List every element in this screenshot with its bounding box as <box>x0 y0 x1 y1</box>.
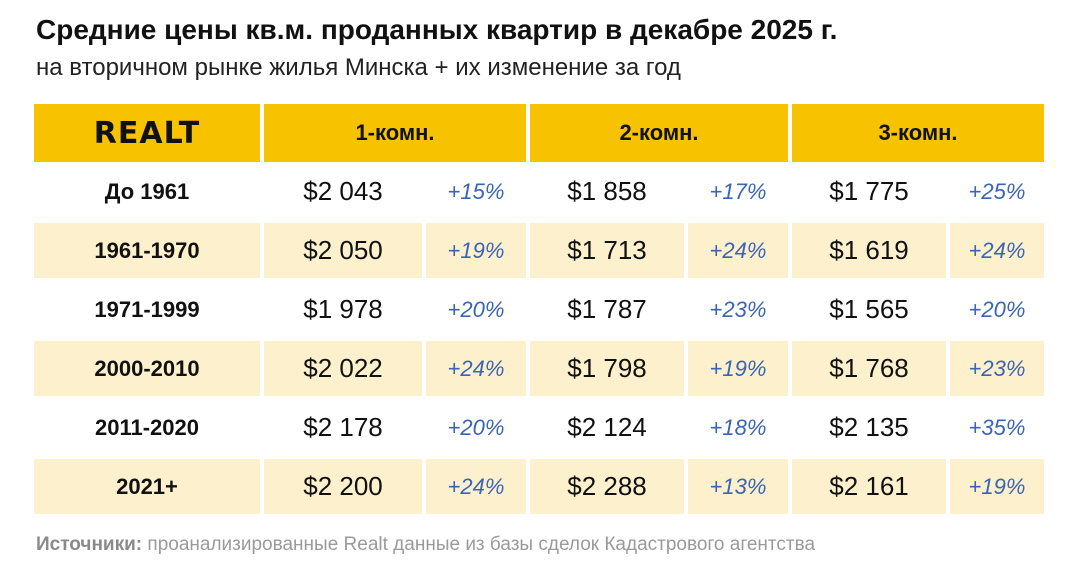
period-label: 1971-1999 <box>94 296 200 322</box>
price-value: $2 022 <box>264 341 422 396</box>
change-value: +17% <box>709 178 767 204</box>
price-value: $2 050 <box>264 223 422 278</box>
table-row: 2021+ $2 200 +24% $2 288 +13% $2 161 +19% <box>34 457 1044 516</box>
source-note: Источники: проанализированные Realt данн… <box>36 534 815 556</box>
change-value: +15% <box>447 178 505 204</box>
table-row: 2000-2010 $2 022 +24% $1 798 +19% $1 768 +23% <box>34 339 1044 398</box>
change-value: +20% <box>968 296 1026 322</box>
change-value: +20% <box>447 414 505 440</box>
price-value: $1 713 <box>530 223 684 278</box>
change-value: +19% <box>950 459 1044 514</box>
change-value: +18% <box>709 414 767 440</box>
table-row: До 1961 $2 043 +15% $1 858 +17% $1 775 +25% <box>34 162 1044 221</box>
change-value: +23% <box>950 341 1044 396</box>
table-row: 1971-1999 $1 978 +20% $1 787 +23% $1 565 +20% <box>34 280 1044 339</box>
price-value: $1 858 <box>567 176 647 206</box>
period-label: 2021+ <box>34 459 260 514</box>
price-value: $2 124 <box>567 412 647 442</box>
change-value: +24% <box>950 223 1044 278</box>
column-header: 2-комн. <box>530 104 788 162</box>
change-value: +24% <box>426 459 526 514</box>
table-row: 1961-1970 $2 050 +19% $1 713 +24% $1 619 +24% <box>34 221 1044 280</box>
change-value: +13% <box>688 459 788 514</box>
column-header: 3-комн. <box>792 104 1044 162</box>
change-value: +20% <box>447 296 505 322</box>
price-value: $2 200 <box>264 459 422 514</box>
source-label: Источники: <box>36 534 143 555</box>
change-value: +35% <box>968 414 1026 440</box>
price-value: $1 619 <box>792 223 946 278</box>
period-label: 2011-2020 <box>95 414 199 440</box>
change-value: +24% <box>426 341 526 396</box>
price-value: $1 565 <box>829 294 909 324</box>
price-value: $2 161 <box>792 459 946 514</box>
price-value: $2 135 <box>829 412 909 442</box>
source-text: проанализированные Realt данные из базы … <box>142 534 816 555</box>
price-value: $1 787 <box>567 294 647 324</box>
column-header: 1-комн. <box>264 104 526 162</box>
price-value: $2 178 <box>303 412 383 442</box>
change-value: +23% <box>709 296 767 322</box>
price-value: $2 288 <box>530 459 684 514</box>
table-row: 2011-2020 $2 178 +20% $2 124 +18% $2 135 +35% <box>34 398 1044 457</box>
chart-subtitle: на вторичном рынке жилья Минска + их изм… <box>36 54 681 81</box>
period-label: 1961-1970 <box>34 223 260 278</box>
change-value: +19% <box>426 223 526 278</box>
table-header-row: REALT 1-комн. 2-комн. 3-комн. <box>34 104 1044 162</box>
price-value: $1 775 <box>829 176 909 206</box>
period-label: До 1961 <box>104 178 190 204</box>
price-value: $2 043 <box>303 176 383 206</box>
realt-logo: REALT <box>93 115 201 151</box>
change-value: +19% <box>688 341 788 396</box>
price-table: REALT 1-комн. 2-комн. 3-комн. До 1961 $2 043 +… <box>34 104 1044 516</box>
change-value: +24% <box>688 223 788 278</box>
logo-cell: REALT <box>34 104 260 162</box>
chart-title: Средние цены кв.м. проданных квартир в д… <box>36 14 838 45</box>
period-label: 2000-2010 <box>34 341 260 396</box>
price-value: $1 768 <box>792 341 946 396</box>
price-value: $1 978 <box>303 294 383 324</box>
change-value: +25% <box>968 178 1026 204</box>
price-value: $1 798 <box>530 341 684 396</box>
